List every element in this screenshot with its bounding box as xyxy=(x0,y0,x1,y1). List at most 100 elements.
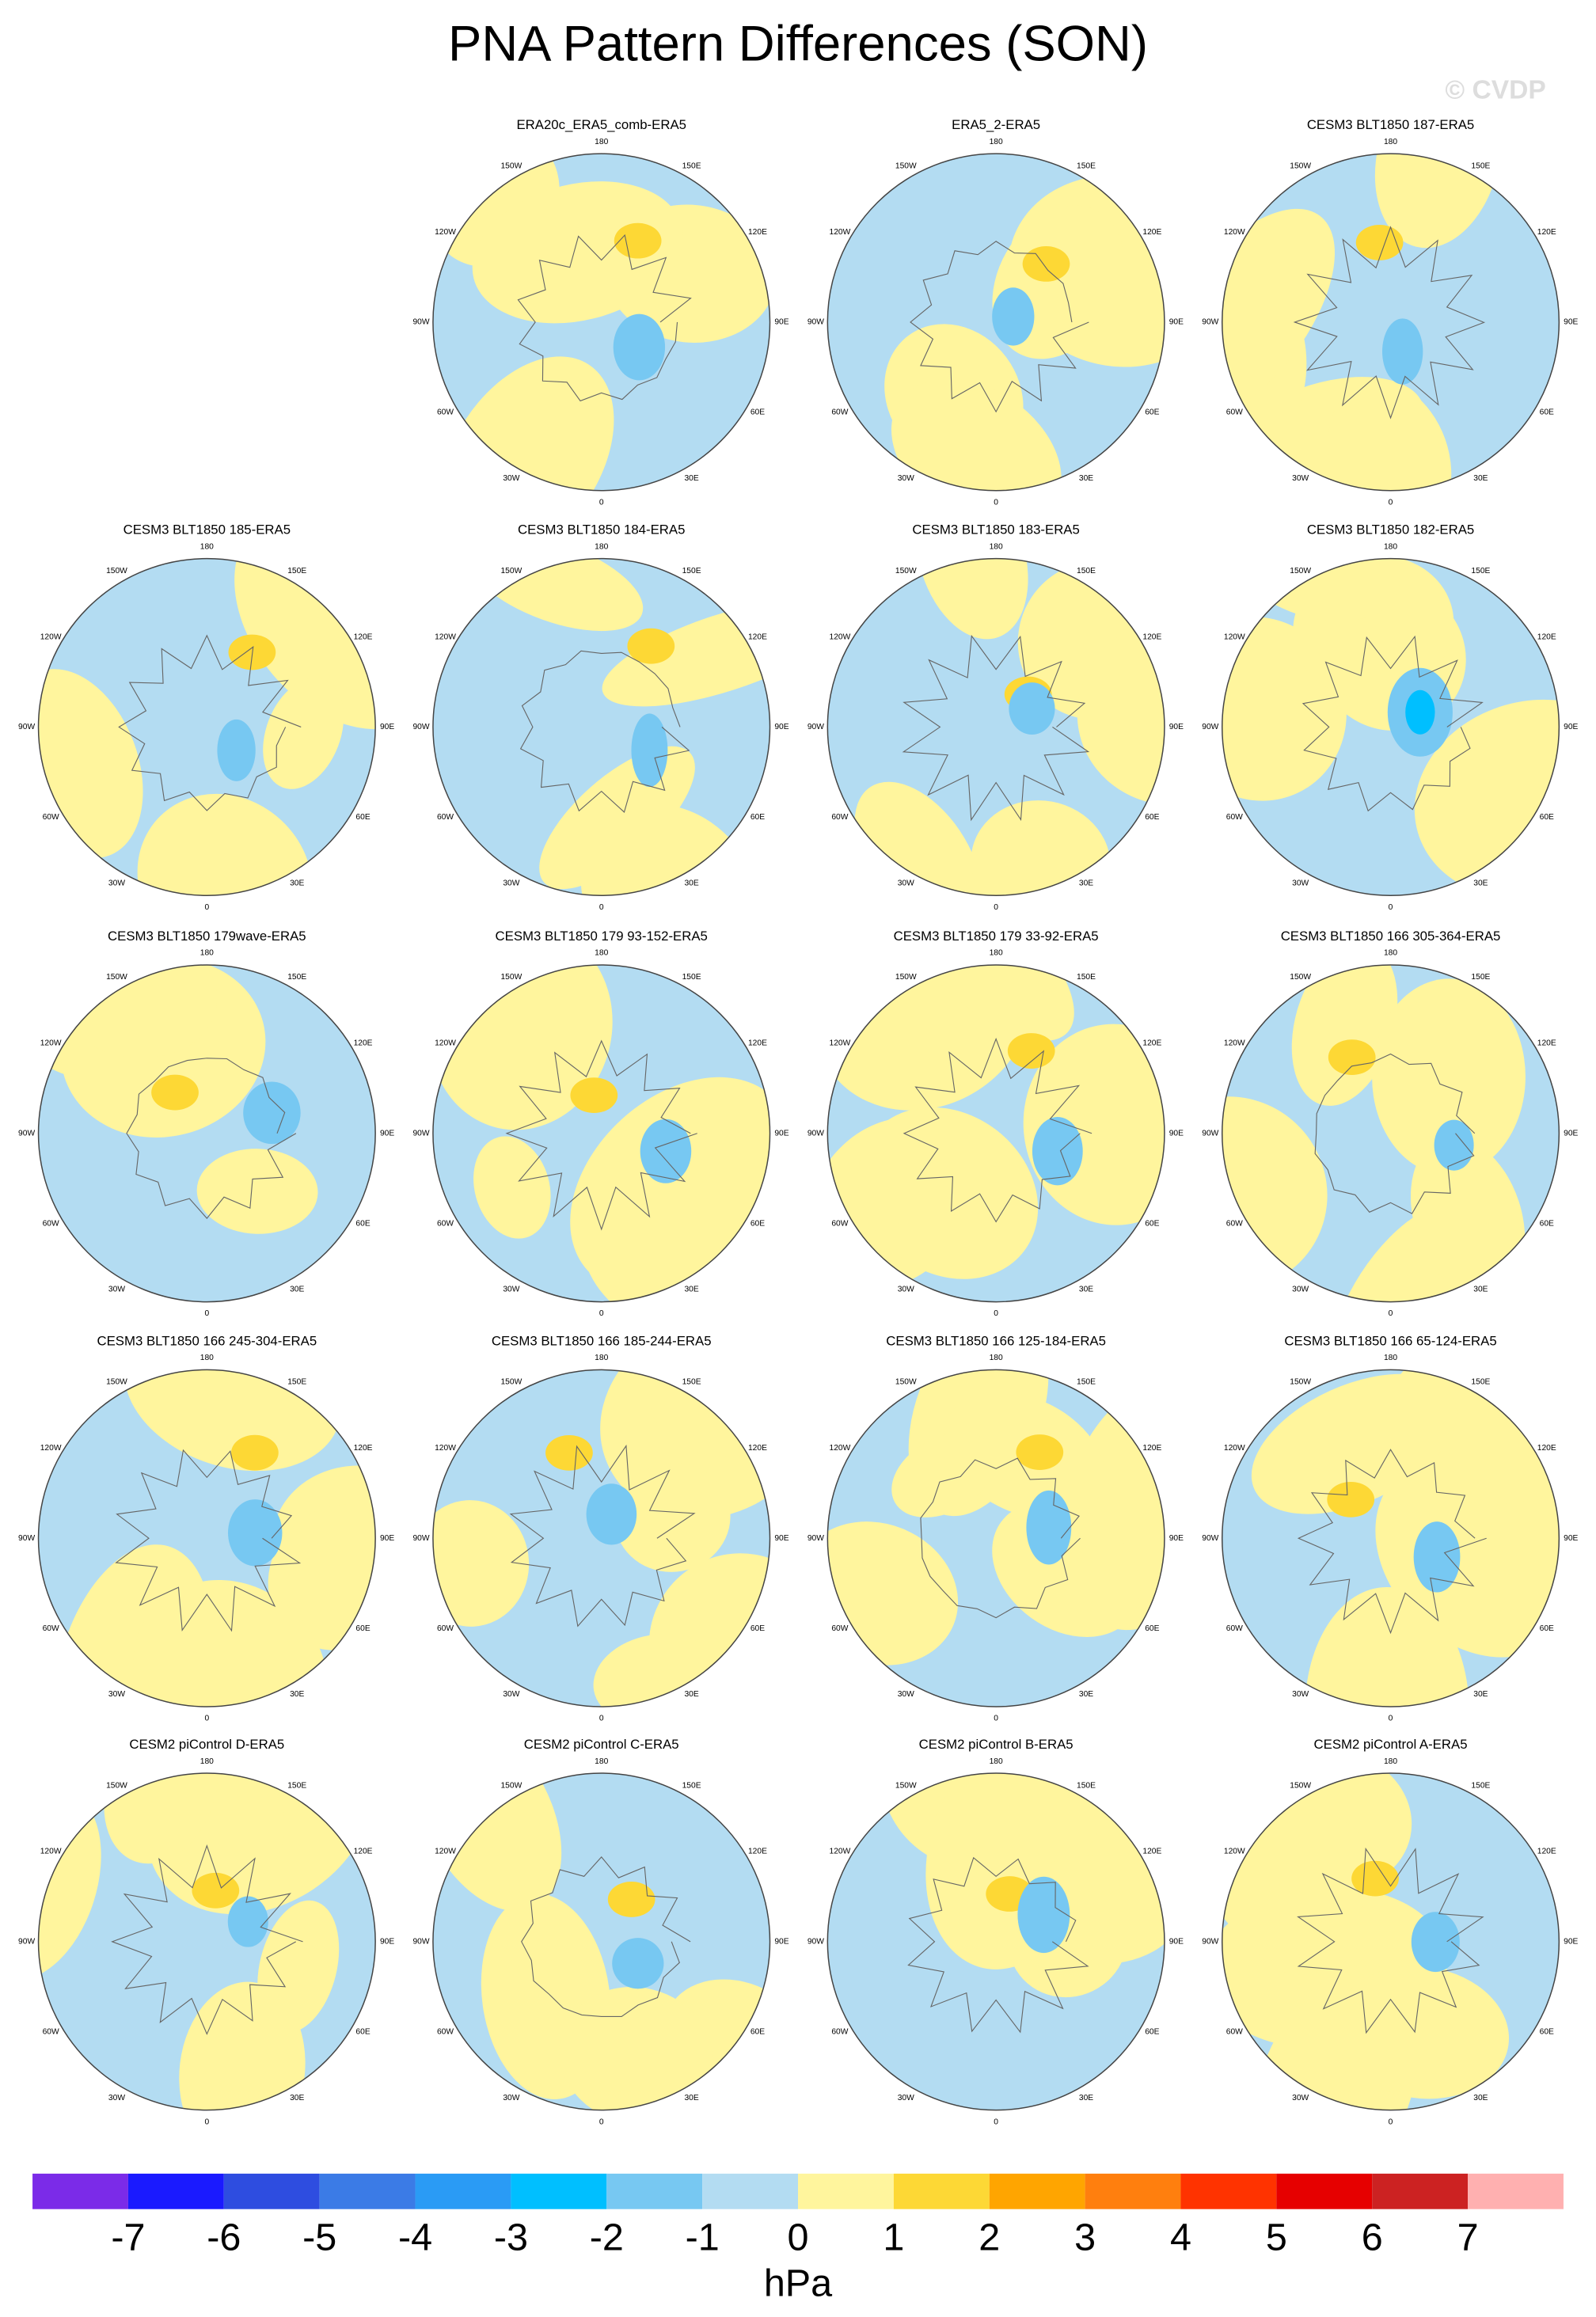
longitude-label: 30E xyxy=(1079,1286,1093,1294)
longitude-label: 30W xyxy=(898,2094,914,2102)
map-panel: CESM3 BLT1850 166 305-364-ERA5 180 150E 120… xyxy=(1202,929,1578,1318)
map-panel: CESM3 BLT1850 179wave-ERA5 180 150E 120E 90E… xyxy=(18,929,394,1318)
map-field xyxy=(827,154,1165,491)
longitude-label: 90W xyxy=(1202,1129,1218,1138)
map-panel: CESM3 BLT1850 187-ERA5 180 150E 120E 90E 60E 3… xyxy=(1202,117,1578,507)
longitude-label: 60W xyxy=(437,1219,454,1228)
negative-center xyxy=(228,1499,283,1567)
longitude-label: 0 xyxy=(1389,1715,1393,1723)
longitude-label: 60E xyxy=(750,813,765,822)
longitude-label: 150W xyxy=(106,1378,127,1387)
coastline xyxy=(115,1449,302,1632)
longitude-label: 150W xyxy=(500,161,522,170)
colorbar-box xyxy=(127,2173,224,2209)
longitude-label: 0 xyxy=(1389,2118,1393,2126)
longitude-label: 150E xyxy=(287,1378,306,1387)
map-panel: CESM3 BLT1850 166 65-124-ERA5 180 150E 120E… xyxy=(1202,1333,1578,1723)
longitude-label: 150E xyxy=(682,1781,701,1790)
negative-center xyxy=(1381,318,1423,385)
coastline xyxy=(1302,635,1484,812)
positive-region xyxy=(857,1107,1039,1279)
longitude-label: 30W xyxy=(1292,2094,1309,2102)
longitude-label: 150E xyxy=(682,1378,701,1387)
coastline xyxy=(907,1856,1089,2034)
longitude-label: 150E xyxy=(682,567,701,575)
longitude-label: 150E xyxy=(287,567,306,575)
map-border xyxy=(432,964,771,1303)
map-border xyxy=(1221,1772,1560,2111)
longitude-label: 30E xyxy=(290,2094,304,2102)
longitude-label: 30E xyxy=(684,474,698,483)
longitude-label: 60E xyxy=(1540,1219,1554,1228)
longitude-label: 180 xyxy=(200,542,214,551)
map-border xyxy=(432,557,771,896)
colorbar-tick-label: 0 xyxy=(788,2216,809,2259)
longitude-label: 120W xyxy=(435,1848,456,1856)
longitude-label: 60W xyxy=(43,1219,59,1228)
map-panel: CESM3 BLT1850 184-ERA5 180 150E 120E 90E 60E 3… xyxy=(412,522,788,912)
longitude-label: 120E xyxy=(748,1848,767,1856)
positive-region xyxy=(1410,1137,1526,1298)
positive-region xyxy=(1251,1373,1457,1514)
longitude-label: 90E xyxy=(1169,318,1184,327)
longitude-label: 90W xyxy=(808,723,824,731)
positive-center xyxy=(1327,1481,1375,1517)
longitude-label: 90W xyxy=(18,1129,35,1138)
colorbar-tick-label: 1 xyxy=(883,2216,904,2259)
longitude-label: 60W xyxy=(437,2027,454,2036)
longitude-label: 90E xyxy=(774,318,788,327)
colorbar-tick-label: -1 xyxy=(686,2216,720,2259)
negative-center xyxy=(613,313,666,381)
longitude-label: 30W xyxy=(503,1690,519,1699)
longitude-label: 90W xyxy=(808,1938,824,1947)
longitude-label: 120W xyxy=(830,632,851,641)
longitude-label: 30W xyxy=(108,2094,125,2102)
longitude-label: 60E xyxy=(750,2027,765,2036)
longitude-label: 150W xyxy=(895,1781,917,1790)
negative-center xyxy=(243,1081,301,1145)
longitude-label: 0 xyxy=(204,903,209,912)
panel-title: CESM3 BLT1850 166 125-184-ERA5 xyxy=(886,1333,1106,1348)
longitude-label: 30W xyxy=(1292,1690,1309,1699)
longitude-label: 0 xyxy=(994,498,998,507)
longitude-label: 150E xyxy=(1471,1378,1490,1387)
panel-title: CESM3 BLT1850 166 245-304-ERA5 xyxy=(97,1333,317,1348)
longitude-label: 0 xyxy=(599,1309,604,1318)
longitude-label: 30W xyxy=(503,879,519,887)
map-field xyxy=(1222,1369,1560,1707)
positive-center xyxy=(1016,1434,1064,1470)
longitude-label: 120W xyxy=(1224,1039,1245,1048)
panel-title: CESM3 BLT1850 182-ERA5 xyxy=(1307,522,1474,537)
longitude-label: 150W xyxy=(1290,161,1311,170)
longitude-label: 150E xyxy=(1077,567,1096,575)
colorbar-tick-label: 2 xyxy=(978,2216,1000,2259)
longitude-label: 60W xyxy=(831,1219,848,1228)
positive-region xyxy=(1333,1966,1510,2099)
coastline xyxy=(902,634,1090,822)
longitude-label: 120W xyxy=(435,1444,456,1453)
longitude-label: 30W xyxy=(898,474,914,483)
longitude-label: 180 xyxy=(990,949,1003,958)
longitude-label: 150W xyxy=(1290,567,1311,575)
longitude-label: 0 xyxy=(204,1715,209,1723)
map-field xyxy=(1222,964,1560,1302)
negative-center xyxy=(1434,1119,1474,1171)
page-title: PNA Pattern Differences (SON) xyxy=(448,17,1148,72)
longitude-label: 120W xyxy=(1224,1848,1245,1856)
longitude-label: 60E xyxy=(750,1624,765,1633)
longitude-label: 60E xyxy=(355,1624,370,1633)
longitude-label: 90E xyxy=(1564,318,1578,327)
positive-region xyxy=(124,1369,341,1472)
colorbar-box xyxy=(1180,2173,1277,2209)
longitude-label: 150W xyxy=(895,161,917,170)
positive-region xyxy=(1226,1806,1379,1922)
longitude-label: 120E xyxy=(1142,632,1161,641)
map-panel: CESM2 piControl C-ERA5 180 150E 120E 90E 60E 3… xyxy=(412,1737,788,2126)
positive-region xyxy=(263,678,344,789)
longitude-label: 90W xyxy=(1202,1534,1218,1543)
map-field xyxy=(827,964,1165,1302)
positive-center xyxy=(570,1077,618,1114)
longitude-label: 120W xyxy=(435,228,456,237)
negative-center xyxy=(1411,1912,1460,1973)
